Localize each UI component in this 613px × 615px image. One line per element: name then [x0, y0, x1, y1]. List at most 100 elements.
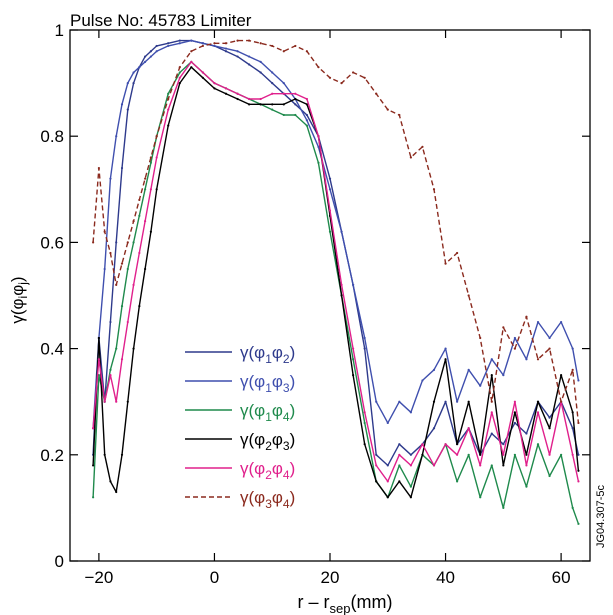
data-point	[444, 443, 447, 446]
data-point	[138, 214, 141, 217]
data-point	[363, 336, 366, 340]
data-point	[126, 241, 129, 244]
data-point	[282, 92, 285, 95]
data-point	[138, 198, 141, 202]
data-point	[201, 42, 204, 45]
data-point	[201, 44, 204, 48]
legend-label: γ(φ2φ3)	[240, 430, 295, 453]
data-point	[386, 496, 389, 499]
data-point	[444, 262, 447, 265]
data-point	[490, 464, 493, 467]
data-point	[224, 47, 228, 50]
data-point	[571, 453, 574, 456]
y-tick-label: 0.6	[40, 233, 64, 252]
figure-id-label: JG04.307-5c	[595, 485, 607, 548]
y-tick-label: 1	[55, 21, 64, 40]
data-point	[513, 453, 516, 456]
data-point	[126, 400, 129, 403]
data-point	[479, 336, 482, 340]
data-point	[386, 108, 389, 111]
data-point	[490, 411, 493, 414]
data-point	[294, 97, 297, 101]
data-point	[144, 220, 147, 223]
data-point	[132, 241, 135, 244]
data-point	[398, 113, 401, 117]
data-point	[432, 188, 436, 191]
data-point	[548, 474, 551, 478]
data-point	[92, 464, 95, 467]
data-point	[560, 400, 563, 403]
data-point	[144, 55, 147, 58]
data-point	[103, 230, 106, 233]
data-point	[536, 443, 540, 446]
data-point	[340, 230, 343, 233]
data-point	[294, 113, 297, 117]
data-point	[490, 400, 493, 403]
data-point	[149, 161, 152, 164]
data-point	[560, 374, 563, 377]
data-point	[305, 113, 308, 117]
data-point	[340, 283, 343, 286]
data-point	[571, 368, 574, 371]
series-6	[92, 39, 580, 425]
data-point	[328, 209, 332, 212]
data-point	[398, 443, 401, 446]
data-point	[115, 283, 118, 286]
x-tick-label: 60	[552, 568, 571, 587]
legend-item: γ(φ1φ3)	[185, 372, 295, 395]
series-4	[92, 66, 580, 499]
data-point	[115, 347, 118, 350]
data-point	[317, 145, 320, 148]
data-point	[282, 50, 285, 53]
data-point	[213, 42, 216, 45]
data-point	[513, 336, 516, 340]
data-point	[398, 453, 401, 456]
data-point	[236, 92, 239, 95]
data-point	[149, 55, 152, 58]
data-point	[467, 400, 470, 403]
data-point	[571, 347, 574, 350]
series-3	[92, 60, 580, 525]
data-point	[224, 87, 228, 90]
x-tick-label: −20	[84, 568, 113, 587]
data-point	[259, 42, 262, 45]
data-point	[126, 108, 129, 111]
data-point	[92, 241, 95, 244]
data-point	[432, 427, 436, 430]
data-point	[178, 39, 181, 42]
data-point	[409, 156, 412, 159]
y-tick-label: 0.8	[40, 127, 64, 146]
data-point	[248, 97, 251, 101]
data-point	[571, 411, 574, 414]
data-point	[109, 480, 112, 483]
data-point	[432, 400, 436, 403]
legend-item: γ(φ3φ4)	[185, 488, 295, 511]
data-point	[167, 124, 170, 127]
data-point	[155, 50, 158, 53]
data-point	[103, 400, 106, 403]
data-point	[548, 427, 551, 430]
data-point	[178, 71, 181, 74]
data-point	[571, 427, 574, 430]
data-point	[248, 63, 251, 66]
data-point	[490, 358, 493, 361]
data-point	[502, 374, 505, 377]
data-point	[456, 443, 459, 446]
data-point	[409, 453, 412, 456]
data-point	[103, 267, 106, 271]
data-point	[432, 368, 436, 371]
data-point	[502, 506, 505, 509]
data-point	[282, 82, 285, 85]
data-point	[149, 188, 152, 191]
data-point	[340, 294, 343, 297]
y-axis-label: γ(φiφj)	[8, 276, 30, 323]
data-point	[109, 177, 112, 180]
data-point	[328, 177, 332, 180]
data-point	[109, 320, 112, 324]
data-point	[352, 71, 355, 74]
data-point	[190, 60, 193, 63]
y-tick-label: 0.2	[40, 446, 64, 465]
data-point	[149, 156, 152, 159]
data-point	[525, 432, 528, 435]
data-point	[398, 480, 401, 483]
